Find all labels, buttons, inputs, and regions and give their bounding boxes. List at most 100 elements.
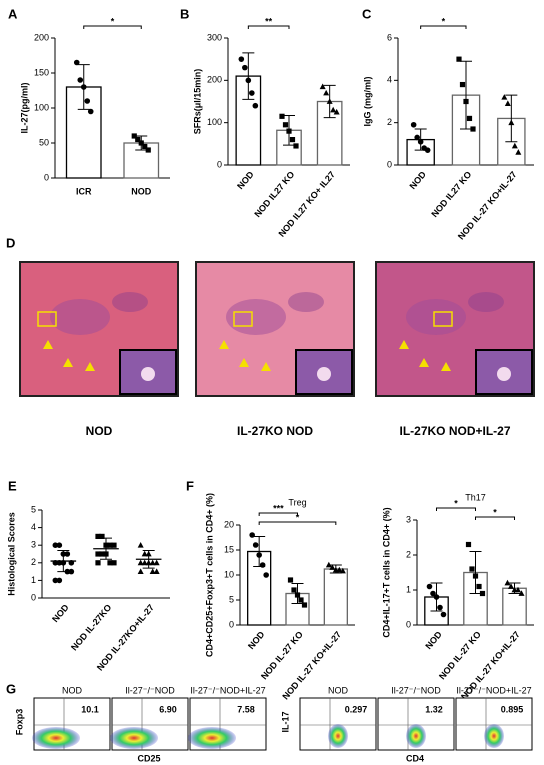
data-point	[287, 577, 294, 583]
data-point	[289, 137, 296, 143]
data-point	[64, 568, 71, 575]
data-point	[64, 551, 71, 557]
data-point	[259, 562, 266, 568]
data-point	[440, 611, 447, 618]
data-point	[301, 602, 308, 608]
data-point	[504, 100, 511, 107]
error-bar	[242, 52, 255, 100]
data-point	[430, 590, 436, 597]
y-tick-label: 1	[406, 584, 411, 594]
y-tick-label: 10	[224, 569, 234, 579]
data-point	[135, 136, 141, 143]
data-point	[111, 542, 117, 548]
arrowhead	[239, 358, 249, 367]
y-tick-label: 0	[31, 592, 36, 602]
data-point	[249, 532, 255, 538]
data-point	[294, 592, 301, 598]
quadrant-value: 0.895	[501, 704, 524, 714]
data-point	[417, 138, 424, 145]
y-tick-label: 300	[207, 32, 222, 42]
data-point	[145, 559, 152, 566]
arrowhead	[43, 340, 53, 349]
data-point	[325, 561, 332, 568]
panel-letter: F	[186, 478, 194, 493]
data-point	[60, 551, 67, 557]
data-point	[242, 64, 248, 71]
data-point	[137, 542, 144, 548]
data-point	[465, 541, 472, 548]
data-point	[52, 560, 59, 566]
data-point	[466, 115, 473, 122]
y-tick-label: 150	[34, 67, 49, 77]
inset-duct	[141, 367, 155, 381]
arrowhead	[419, 358, 429, 367]
data-point	[137, 568, 144, 574]
data-point	[238, 56, 245, 62]
x-tick-label: NOD	[50, 602, 71, 624]
data-point	[469, 566, 475, 572]
image-caption: NOD	[86, 424, 113, 438]
data-point	[293, 143, 299, 149]
y-tick-label: 2	[387, 117, 392, 127]
tissue-region	[288, 292, 324, 312]
data-point	[263, 572, 269, 578]
data-point	[252, 102, 259, 109]
data-point	[470, 126, 476, 132]
error-bar	[460, 60, 472, 130]
significance-label: *	[493, 507, 497, 517]
panel-letter: E	[8, 478, 17, 493]
x-tick-label: NOD	[423, 629, 444, 651]
y-tick-label: 5	[31, 504, 36, 514]
flow-y-label: Foxp3	[14, 709, 24, 736]
arrowhead	[85, 362, 95, 371]
arrowhead	[441, 362, 451, 371]
x-tick-label: NOD IL-27KO	[69, 602, 113, 652]
flow-x-label: CD25	[137, 753, 160, 763]
data-point	[508, 119, 515, 126]
data-point	[472, 573, 479, 579]
data-point	[249, 90, 255, 96]
data-point	[73, 59, 80, 66]
data-point	[414, 134, 420, 141]
data-point	[142, 143, 148, 150]
y-axis-label: Histological Scores	[6, 512, 16, 596]
error-bar	[469, 551, 482, 594]
quadrant-value: 0.297	[345, 704, 368, 714]
data-point	[68, 560, 75, 566]
data-point	[95, 560, 101, 566]
significance-bracket	[83, 25, 142, 29]
y-tick-label: 0	[217, 159, 222, 169]
data-point	[479, 590, 486, 597]
significance-label: *	[296, 512, 300, 522]
data-point	[515, 586, 521, 593]
flow-title: NOD	[328, 685, 349, 695]
chart-title: Treg	[288, 497, 306, 507]
y-tick-label: 2	[406, 549, 411, 559]
flow-density	[32, 727, 80, 749]
significance-bracket	[436, 507, 476, 511]
y-tick-label: 0	[406, 619, 411, 629]
data-point	[511, 142, 518, 149]
data-point	[145, 147, 151, 153]
inset-duct	[497, 367, 511, 381]
data-point	[329, 564, 336, 570]
significance-label: *	[454, 498, 458, 508]
significance-bracket	[247, 25, 290, 29]
data-point	[153, 559, 160, 566]
data-point	[137, 559, 144, 566]
y-axis-label: CD4+CD25+Foxp3+T cells in CD4+ (%)	[204, 493, 214, 657]
x-tick-label: NOD	[246, 629, 267, 651]
data-point	[330, 106, 337, 113]
y-tick-label: 100	[207, 117, 222, 127]
y-tick-label: 0	[44, 172, 49, 182]
data-point	[141, 550, 148, 557]
chart: A IL-27(pg/ml) 0 50 100 150 200 ICR NOD *	[8, 6, 170, 196]
y-tick-label: 3	[31, 540, 36, 550]
data-point	[68, 568, 75, 575]
data-point	[515, 149, 522, 155]
flow-density	[484, 724, 504, 748]
data-point	[84, 98, 91, 104]
data-point	[291, 587, 297, 593]
y-tick-label: 50	[39, 137, 49, 147]
